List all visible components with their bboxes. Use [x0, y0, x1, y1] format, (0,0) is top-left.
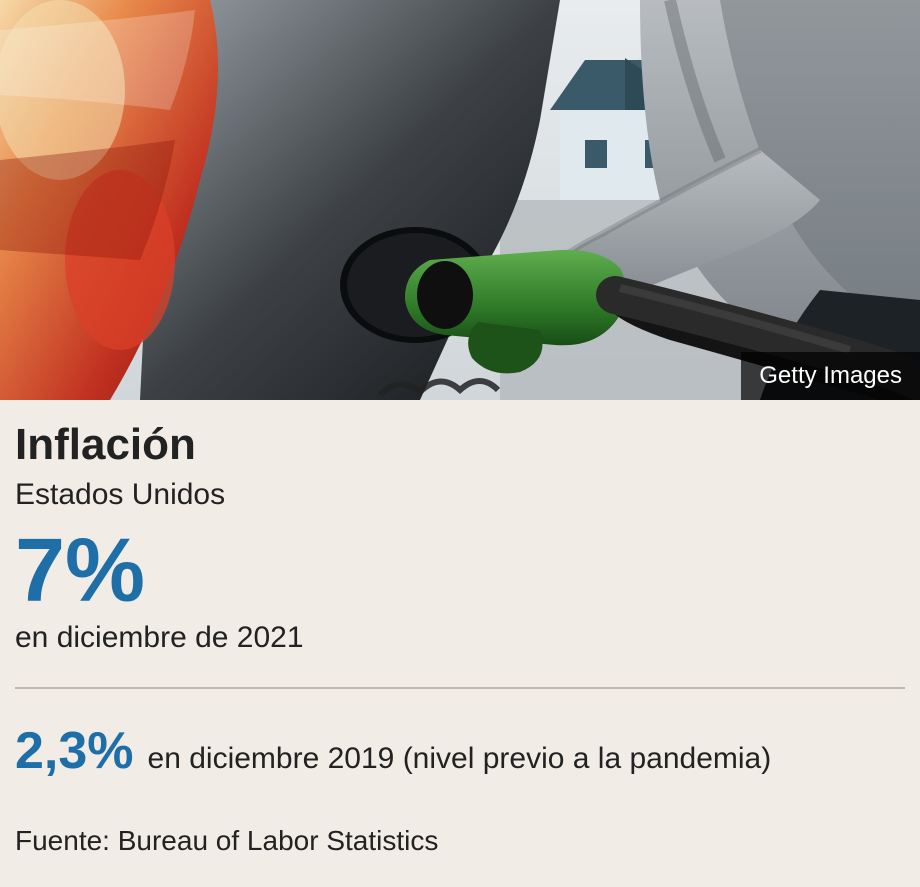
- primary-stat: 7%: [15, 522, 905, 621]
- source-text: Fuente: Bureau of Labor Statistics: [15, 825, 905, 857]
- infographic-subtitle: Estados Unidos: [15, 478, 905, 512]
- image-credit: Getty Images: [741, 352, 920, 400]
- secondary-stat-label: en diciembre 2019 (nivel previo a la pan…: [148, 742, 772, 776]
- primary-stat-label: en diciembre de 2021: [15, 621, 905, 655]
- infographic-title: Inflación: [15, 420, 905, 470]
- infographic-content: Inflación Estados Unidos 7% en diciembre…: [0, 400, 920, 887]
- divider: [15, 687, 905, 689]
- secondary-stat: 2,3%: [15, 721, 134, 781]
- secondary-row: 2,3% en diciembre 2019 (nivel previo a l…: [15, 721, 905, 781]
- hero-image: Getty Images: [0, 0, 920, 400]
